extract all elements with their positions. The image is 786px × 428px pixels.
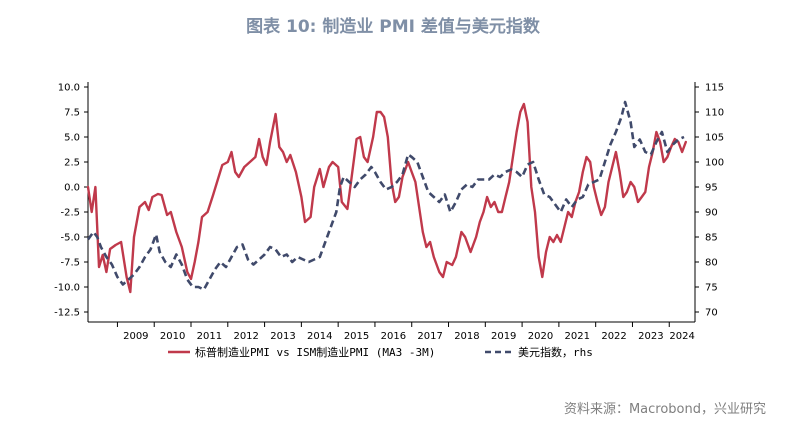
y-left-tick-label: -7.5 — [60, 258, 80, 269]
legend-label-usd: 美元指数，rhs — [518, 345, 593, 359]
y-left-tick-label: 5.0 — [64, 133, 80, 144]
y-left-tick-label: -10.0 — [54, 283, 80, 294]
y-right-tick-label: 75 — [705, 283, 718, 294]
x-tick-label: 2022 — [601, 331, 626, 342]
x-tick-label: 2023 — [638, 331, 663, 342]
x-tick-label: 2024 — [669, 331, 694, 342]
x-tick-label: 2012 — [233, 331, 258, 342]
x-tick-label: 2021 — [565, 331, 590, 342]
x-tick-label: 2014 — [307, 331, 332, 342]
y-left-tick-label: 7.5 — [64, 108, 80, 119]
x-tick-label: 2009 — [123, 331, 148, 342]
source-note: 资料来源：Macrobond，兴业研究 — [563, 402, 766, 417]
y-left-tick-label: 10.0 — [58, 83, 80, 94]
axes: 10.0 7.5 5.0 2.5 0.0 -2.5 -5.0 -7.5 -10.0 -12.5 11… — [54, 82, 724, 342]
y-right-tick-label: 95 — [705, 183, 718, 194]
x-tick-label: 2020 — [528, 331, 553, 342]
legend: 标普制造业PMI vs ISM制造业PMI (MA3 -3M) 美元指数，rhs — [168, 345, 593, 359]
x-tick-label: 2016 — [381, 331, 406, 342]
series-layer — [86, 100, 687, 294]
y-right-tick-label: 85 — [705, 233, 718, 244]
chart-title: 图表 10: 制造业 PMI 差值与美元指数 — [246, 17, 540, 37]
y-right-tick-label: 90 — [705, 208, 718, 219]
y-left-tick-label: 0.0 — [64, 183, 80, 194]
x-tick-label: 2011 — [197, 331, 222, 342]
x-tick-label: 2015 — [344, 331, 369, 342]
y-left-tick-label: -12.5 — [54, 308, 80, 319]
x-tick-label: 2010 — [160, 331, 185, 342]
y-left-tick-label: 2.5 — [64, 158, 80, 169]
y-right-tick-label: 115 — [705, 83, 724, 94]
legend-label-pmi: 标普制造业PMI vs ISM制造业PMI (MA3 -3M) — [195, 345, 435, 359]
x-tick-label: 2019 — [491, 331, 516, 342]
y-right-tick-label: 80 — [705, 258, 718, 269]
x-tick-label: 2013 — [270, 331, 295, 342]
series-usd-index-line — [86, 100, 685, 291]
y-left-tick-label: -5.0 — [60, 233, 80, 244]
y-left-tick-label: -2.5 — [60, 208, 80, 219]
x-tick-label: 2017 — [417, 331, 442, 342]
x-tick-label: 2018 — [454, 331, 479, 342]
series-pmi-spread-line — [86, 102, 687, 294]
y-right-tick-label: 105 — [705, 133, 724, 144]
y-right-tick-label: 70 — [705, 308, 718, 319]
y-right-tick-label: 110 — [705, 108, 724, 119]
y-right-tick-label: 100 — [705, 158, 724, 169]
